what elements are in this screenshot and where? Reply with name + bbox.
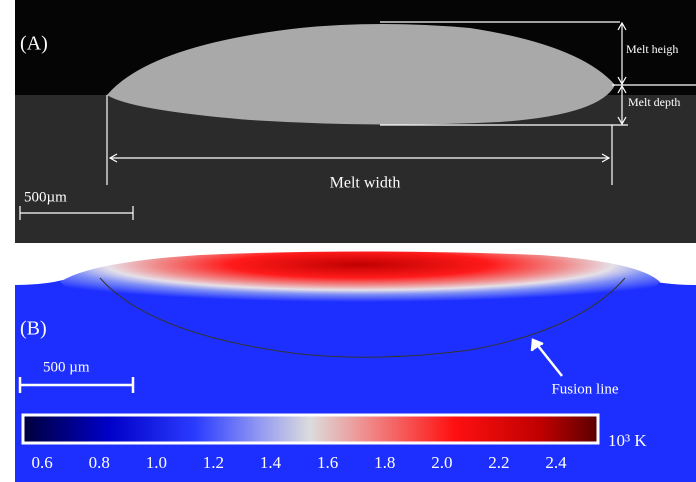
colorbar-tick-label: 1.6 [317,453,338,472]
colorbar-tick-label: 0.6 [32,453,53,472]
colorbar-tick-label: 2.2 [488,453,509,472]
annotation: Melt depth [628,95,680,109]
colorbar-tick-label: 1.2 [203,453,224,472]
colorbar-tick-label: 2.0 [431,453,452,472]
annotation: Melt width [330,175,401,192]
colorbar-tick-label: 0.8 [89,453,110,472]
colorbar-tick-label: 1.4 [260,453,282,472]
panel-b: (B) 500 µm Fusion line 10³ K [15,252,696,482]
scale-bar-label: 500 µm [43,359,90,375]
scale-bar-label: 500µm [24,189,67,205]
colorbar-unit: 10³ K [608,431,647,450]
colorbar [23,415,598,443]
colorbar-tick-label: 1.8 [374,453,395,472]
panel-a: (A) Melt heigh Melt depth Melt width 500… [15,0,696,243]
colorbar-tick-label: 2.4 [545,453,567,472]
annotation: Melt heigh [626,42,678,56]
annotation: Fusion line [551,381,618,397]
panel-label: (A) [20,33,48,55]
figure: (A) Melt heigh Melt depth Melt width 500… [0,0,696,482]
panel-label: (B) [20,318,47,340]
colorbar-tick-label: 1.0 [146,453,167,472]
